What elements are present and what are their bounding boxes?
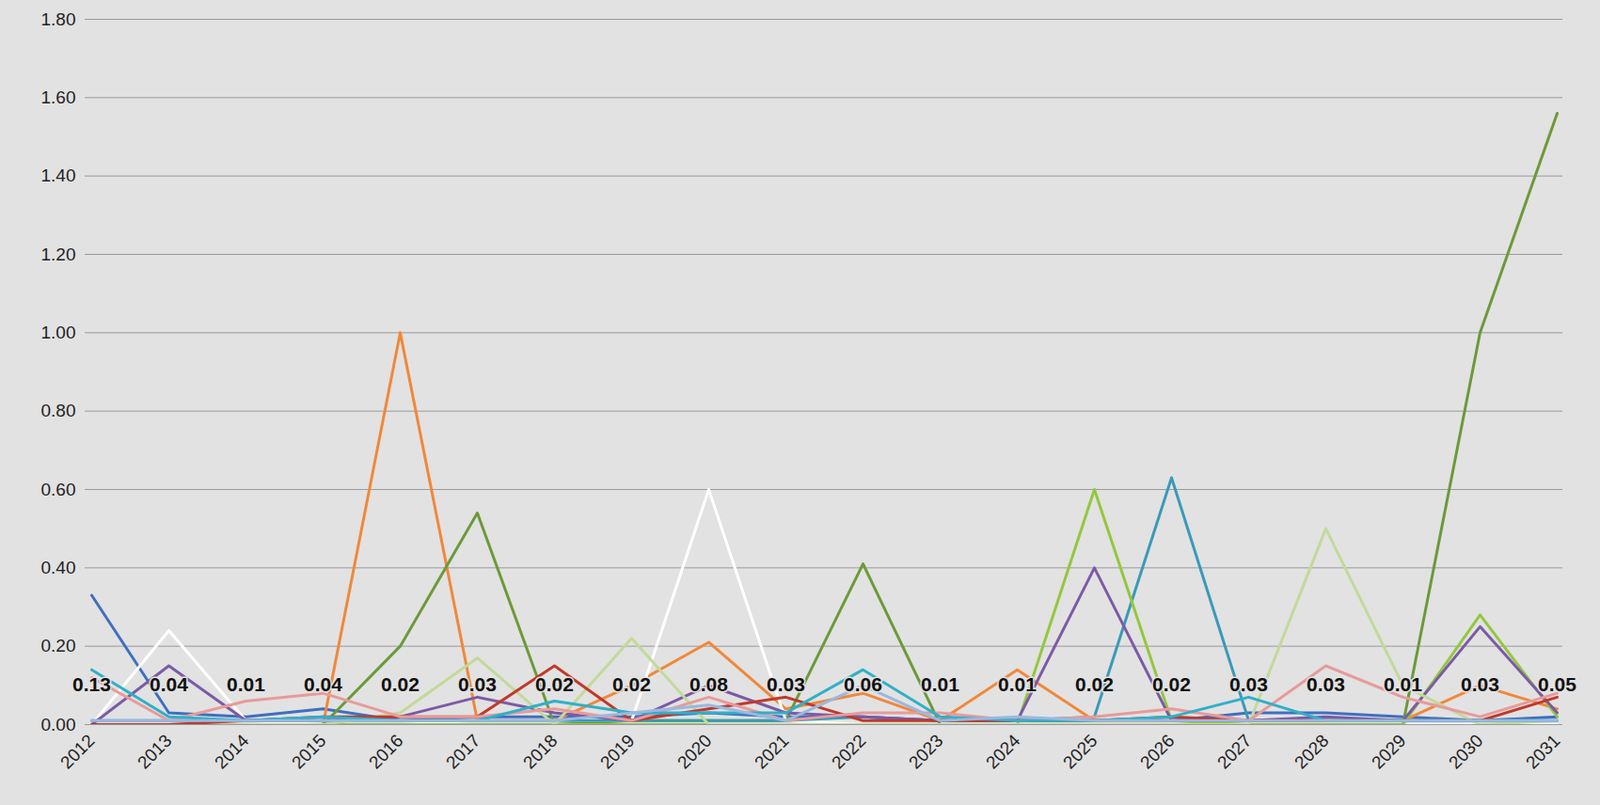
svg-text:0.40: 0.40 bbox=[41, 557, 77, 578]
svg-text:0.06: 0.06 bbox=[843, 673, 883, 696]
svg-text:0.80: 0.80 bbox=[41, 400, 77, 421]
svg-text:0.02: 0.02 bbox=[612, 673, 651, 696]
svg-text:0.02: 0.02 bbox=[380, 673, 420, 696]
svg-text:0.03: 0.03 bbox=[458, 673, 497, 696]
svg-text:2021: 2021 bbox=[750, 730, 793, 774]
svg-text:0.01: 0.01 bbox=[1383, 673, 1423, 696]
svg-text:2023: 2023 bbox=[904, 730, 948, 774]
svg-text:0.01: 0.01 bbox=[998, 673, 1037, 696]
svg-text:0.01: 0.01 bbox=[920, 673, 960, 696]
svg-text:1.20: 1.20 bbox=[41, 244, 77, 265]
svg-text:2018: 2018 bbox=[519, 730, 562, 774]
svg-text:2012: 2012 bbox=[56, 730, 99, 774]
svg-text:1.00: 1.00 bbox=[41, 322, 77, 343]
svg-text:2027: 2027 bbox=[1213, 730, 1256, 774]
svg-text:0.20: 0.20 bbox=[41, 635, 77, 656]
svg-text:2020: 2020 bbox=[673, 730, 716, 774]
svg-text:0.04: 0.04 bbox=[149, 673, 189, 696]
svg-text:0.04: 0.04 bbox=[303, 673, 343, 696]
svg-text:2019: 2019 bbox=[596, 730, 639, 774]
svg-text:0.02: 0.02 bbox=[1075, 673, 1114, 696]
svg-text:2015: 2015 bbox=[287, 730, 331, 774]
svg-text:0.03: 0.03 bbox=[1460, 673, 1500, 696]
svg-text:0.03: 0.03 bbox=[766, 673, 806, 696]
svg-text:2022: 2022 bbox=[827, 730, 871, 774]
svg-text:1.40: 1.40 bbox=[41, 165, 77, 186]
svg-text:0.60: 0.60 bbox=[41, 479, 77, 500]
svg-text:2030: 2030 bbox=[1444, 730, 1488, 774]
svg-text:2013: 2013 bbox=[133, 730, 176, 774]
svg-text:1.80: 1.80 bbox=[41, 9, 77, 30]
svg-text:0.02: 0.02 bbox=[1152, 673, 1191, 696]
svg-text:0.13: 0.13 bbox=[72, 673, 111, 696]
svg-text:2024: 2024 bbox=[982, 729, 1025, 773]
svg-text:2028: 2028 bbox=[1290, 730, 1333, 774]
svg-text:2016: 2016 bbox=[364, 730, 408, 774]
svg-text:0.01: 0.01 bbox=[226, 673, 266, 696]
svg-text:1.60: 1.60 bbox=[41, 87, 77, 108]
svg-text:0.00: 0.00 bbox=[41, 714, 77, 735]
svg-text:2029: 2029 bbox=[1367, 730, 1410, 774]
svg-text:2031: 2031 bbox=[1521, 730, 1565, 774]
svg-text:0.02: 0.02 bbox=[535, 673, 574, 696]
svg-text:0.03: 0.03 bbox=[1229, 673, 1268, 696]
svg-text:0.08: 0.08 bbox=[689, 673, 729, 696]
svg-text:0.03: 0.03 bbox=[1306, 673, 1346, 696]
svg-text:2026: 2026 bbox=[1136, 730, 1179, 774]
svg-text:2014: 2014 bbox=[210, 729, 254, 773]
svg-text:2017: 2017 bbox=[442, 730, 485, 774]
svg-text:2025: 2025 bbox=[1059, 730, 1102, 774]
svg-text:0.05: 0.05 bbox=[1537, 673, 1577, 696]
